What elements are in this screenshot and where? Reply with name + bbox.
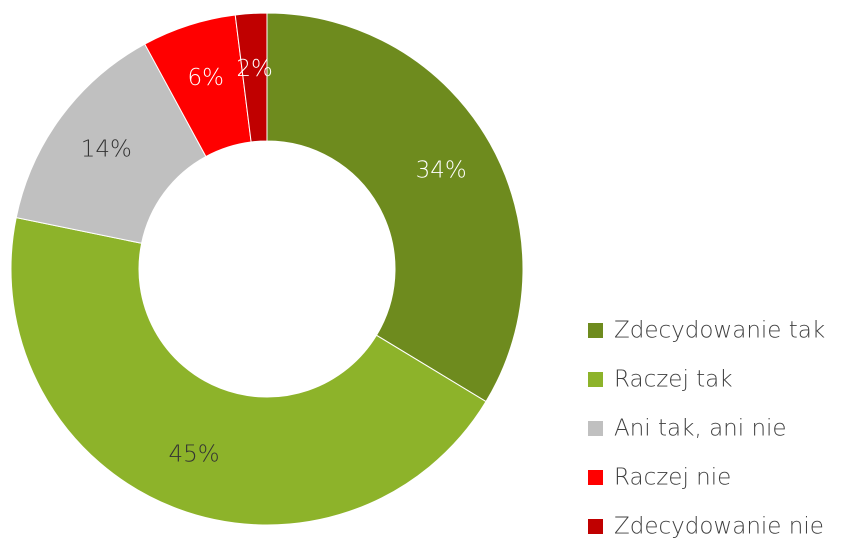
legend-label: Raczej tak bbox=[614, 367, 733, 393]
data-label: 2% bbox=[236, 56, 273, 82]
legend-swatch bbox=[588, 372, 603, 387]
legend-label: Zdecydowanie nie bbox=[614, 514, 824, 540]
slice bbox=[266, 12, 524, 403]
legend-swatch bbox=[588, 323, 603, 338]
legend-label: Raczej nie bbox=[614, 465, 731, 491]
data-label: 45% bbox=[169, 442, 220, 468]
legend-swatch bbox=[588, 470, 603, 485]
legend-swatch bbox=[588, 519, 603, 534]
slice bbox=[15, 43, 207, 244]
legend-swatch bbox=[588, 421, 603, 436]
data-label: 34% bbox=[416, 157, 467, 183]
legend-label: Ani tak, ani nie bbox=[614, 416, 787, 442]
slice bbox=[234, 12, 268, 143]
data-label: 14% bbox=[81, 136, 132, 162]
slice bbox=[10, 217, 487, 526]
data-label: 6% bbox=[188, 65, 225, 91]
legend-label: Zdecydowanie tak bbox=[614, 318, 825, 344]
